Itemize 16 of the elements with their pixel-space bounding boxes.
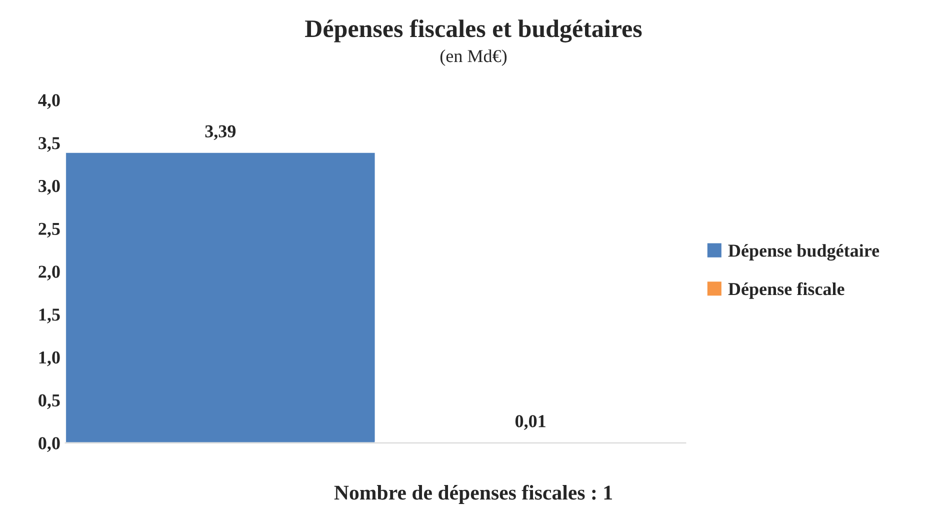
y-tick-label: 0,0 xyxy=(38,437,60,452)
chart-title: Dépenses fiscales et budgétaires xyxy=(305,19,642,42)
legend-label: Dépense fiscale xyxy=(728,282,844,299)
y-tick-label: 2,5 xyxy=(38,222,60,238)
chart-subtitle: (en Md€) xyxy=(440,49,507,66)
data-label: 0,01 xyxy=(515,415,546,430)
legend-label: Dépense budgétaire xyxy=(728,244,880,261)
y-tick-label: 4,0 xyxy=(38,94,60,109)
data-label: 3,39 xyxy=(205,125,236,140)
text: Nombre de dépenses fiscales : 1 xyxy=(334,484,612,504)
y-tick-label: 3,0 xyxy=(38,180,60,195)
y-tick-label: 2,0 xyxy=(38,266,60,280)
y-tick-label: 3,5 xyxy=(38,137,60,152)
y-tick-label: 1,0 xyxy=(39,351,60,366)
y-tick-label: 1,5 xyxy=(39,308,60,324)
y-tick-label: 0,5 xyxy=(38,394,60,410)
